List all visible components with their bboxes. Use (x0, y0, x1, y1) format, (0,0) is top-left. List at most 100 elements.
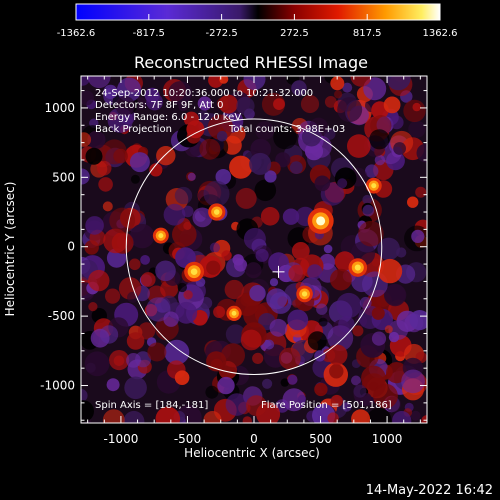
heatmap-blob (163, 203, 186, 226)
heatmap-blob (146, 93, 164, 111)
heatmap-blob (409, 310, 427, 331)
info-method: Back Projection (95, 124, 172, 135)
heatmap-blob (336, 292, 362, 319)
heatmap-blob (85, 216, 104, 235)
heatmap-blob (392, 411, 412, 423)
heatmap-blob (403, 99, 426, 123)
heatmap-blob (316, 303, 328, 315)
heatmap-blob (260, 207, 280, 226)
heatmap-blob (249, 152, 272, 175)
heatmap-blob (359, 296, 372, 309)
heatmap-blob (262, 378, 273, 389)
heatmap-blob (87, 130, 106, 149)
heatmap-blob (338, 316, 355, 333)
heatmap-blob (321, 348, 336, 363)
heatmap-blob (192, 207, 213, 228)
heatmap-blob (140, 272, 156, 287)
heatmap-blob (330, 76, 345, 91)
heatmap-blob (117, 77, 142, 102)
heatmap-blob (175, 301, 198, 324)
heatmap-blob (81, 388, 88, 403)
heatmap-blob (401, 369, 425, 394)
heatmap-blob (329, 364, 344, 379)
heatmap-blob (183, 221, 192, 230)
heatmap-blob (240, 329, 262, 351)
heatmap-image (81, 76, 427, 423)
colorbar-tick-label: 272.5 (280, 28, 309, 39)
heatmap-blob (275, 152, 291, 168)
heatmap-blob (163, 311, 179, 327)
heatmap-blob (130, 223, 155, 249)
heatmap-blob (203, 180, 230, 207)
heatmap-blob (216, 130, 228, 142)
heatmap-blob (383, 96, 401, 114)
heatmap-blob (410, 410, 421, 421)
heatmap-blob (288, 264, 306, 282)
heatmap-blob (362, 194, 373, 205)
heatmap-blob (183, 290, 193, 300)
y-tick-label: -500 (48, 309, 75, 323)
x-tick-label: 0 (250, 432, 258, 446)
heatmap-blob (129, 152, 150, 173)
heatmap-blob (361, 365, 386, 391)
colorbar-tick-label: -817.5 (133, 28, 165, 39)
heatmap-blob (342, 402, 352, 412)
colorbar (75, 3, 441, 21)
heatmap-blob (224, 279, 244, 300)
heatmap-blob (411, 229, 425, 243)
heatmap-peak (307, 207, 334, 234)
heatmap-blob (273, 98, 285, 110)
heatmap-blob (155, 406, 181, 423)
colorbar-tick-label: 1362.6 (423, 28, 458, 39)
heatmap-blob (386, 76, 411, 91)
heatmap-blob (197, 96, 212, 111)
heatmap-blob (347, 134, 371, 158)
heatmap-blob (351, 375, 361, 386)
heatmap-blob (174, 370, 190, 386)
heatmap-blob (384, 325, 393, 334)
heatmap-blob (232, 254, 244, 266)
info-block: 24-Sep-2012 10:20:36.000 to 10:21:32.000… (95, 88, 345, 135)
heatmap-blob (115, 96, 135, 116)
heatmap-blob (205, 385, 219, 399)
heatmap-blob (203, 411, 222, 423)
heatmap-blob (421, 415, 427, 423)
solar-limb-circle (125, 118, 383, 375)
heatmap-blob (129, 258, 141, 271)
heatmap-blob (300, 94, 320, 114)
heatmap-blob (330, 394, 343, 408)
heatmap-blob (177, 282, 187, 293)
heatmap-blob (206, 351, 227, 372)
heatmap-peak (296, 285, 313, 303)
colorbar-labels: -1362.6 -817.5 -272.5 272.5 817.5 1362.6 (57, 28, 458, 39)
heatmap-blob (209, 242, 220, 253)
heatmap-blob (221, 250, 232, 261)
heatmap-blob (337, 97, 363, 123)
heatmap-blob (199, 138, 221, 160)
heatmap-blob (147, 342, 167, 362)
heatmap-blob (371, 306, 385, 320)
y-tick-label: 1000 (44, 101, 75, 115)
heatmap-peak (226, 305, 242, 321)
heatmap-blob (225, 324, 246, 345)
heatmap-blob (252, 352, 264, 364)
heatmap-blob (102, 409, 125, 423)
heatmap-blob (366, 407, 392, 423)
heatmap-blob (291, 242, 310, 260)
y-tick-label: -1000 (40, 379, 75, 393)
heatmap-blob (269, 318, 288, 337)
colorbar-tick-label: 817.5 (353, 28, 382, 39)
x-tick-label: -1000 (103, 432, 138, 446)
x-axis-label: Heliocentric X (arcsec) (184, 446, 320, 460)
heatmap-blob (164, 339, 190, 365)
heatmap-blob (351, 409, 371, 423)
heatmap-blob (215, 169, 232, 185)
heatmap-peak (152, 227, 169, 244)
heatmap-blob (407, 196, 419, 208)
heatmap-blob (324, 96, 337, 108)
heatmap-blob (213, 306, 226, 318)
heatmap-blob (388, 331, 400, 343)
heatmap-blob (282, 388, 306, 412)
heatmap-blob (249, 285, 266, 302)
heatmap-blob (291, 80, 307, 96)
